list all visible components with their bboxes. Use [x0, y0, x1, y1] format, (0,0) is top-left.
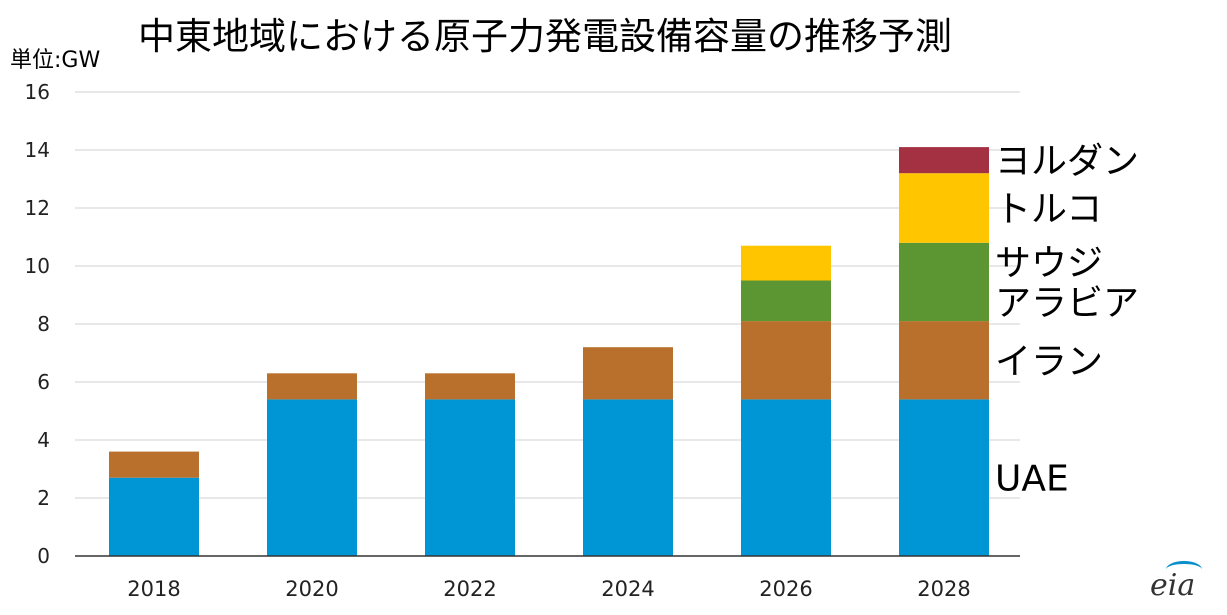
bar-segment — [899, 147, 989, 174]
bar-segment — [899, 321, 989, 400]
y-tick-label: 2 — [37, 486, 50, 510]
y-tick-label: 12 — [25, 196, 50, 220]
chart-title: 中東地域における原子力発電設備容量の推移予測 — [138, 15, 952, 58]
x-tick-label: 2026 — [759, 577, 812, 601]
x-tick-label: 2028 — [917, 577, 970, 601]
y-tick-label: 6 — [37, 370, 50, 394]
y-tick-label: 10 — [25, 254, 50, 278]
bar-segment — [583, 399, 673, 556]
bar-segment — [899, 399, 989, 556]
x-tick-label: 2024 — [601, 577, 654, 601]
unit-label: 単位:GW — [10, 48, 101, 73]
legend-label: イラン — [995, 341, 1103, 382]
bar-segment — [741, 399, 831, 556]
y-tick-label: 16 — [25, 80, 50, 104]
bar-segment — [267, 373, 357, 400]
legend-label: トルコ — [995, 189, 1102, 230]
legend-label: アラビア — [995, 283, 1139, 324]
x-tick-label: 2020 — [285, 577, 338, 601]
bar-segment — [425, 399, 515, 556]
bar-segment — [741, 321, 831, 400]
y-tick-label: 4 — [37, 428, 50, 452]
axes: 0 2 4 6 8 10 12 14 16 2018 2020 2022 2024 2026 2028 — [25, 80, 1020, 601]
bar-segment — [109, 477, 199, 556]
bar-segment — [741, 280, 831, 322]
bar-segment — [899, 173, 989, 243]
bars — [109, 147, 989, 556]
eia-logo-arc — [1166, 561, 1202, 578]
y-tick-label: 14 — [25, 138, 50, 162]
legend-label: UAE — [995, 459, 1069, 500]
grid-lines — [75, 91, 1020, 499]
y-tick-label: 0 — [37, 544, 50, 568]
bar-segment — [741, 245, 831, 281]
legend-label: ヨルダン — [995, 141, 1139, 182]
y-tick-label: 8 — [37, 312, 50, 336]
bar-segment — [899, 242, 989, 322]
bar-segment — [109, 451, 199, 478]
bar-segment — [425, 373, 515, 400]
bar-segment — [267, 399, 357, 556]
x-tick-label: 2022 — [443, 577, 496, 601]
eia-logo: eia — [1150, 568, 1196, 603]
legend-label: サウジ — [995, 243, 1103, 284]
bar-segment — [583, 347, 673, 400]
x-tick-label: 2018 — [127, 577, 180, 601]
